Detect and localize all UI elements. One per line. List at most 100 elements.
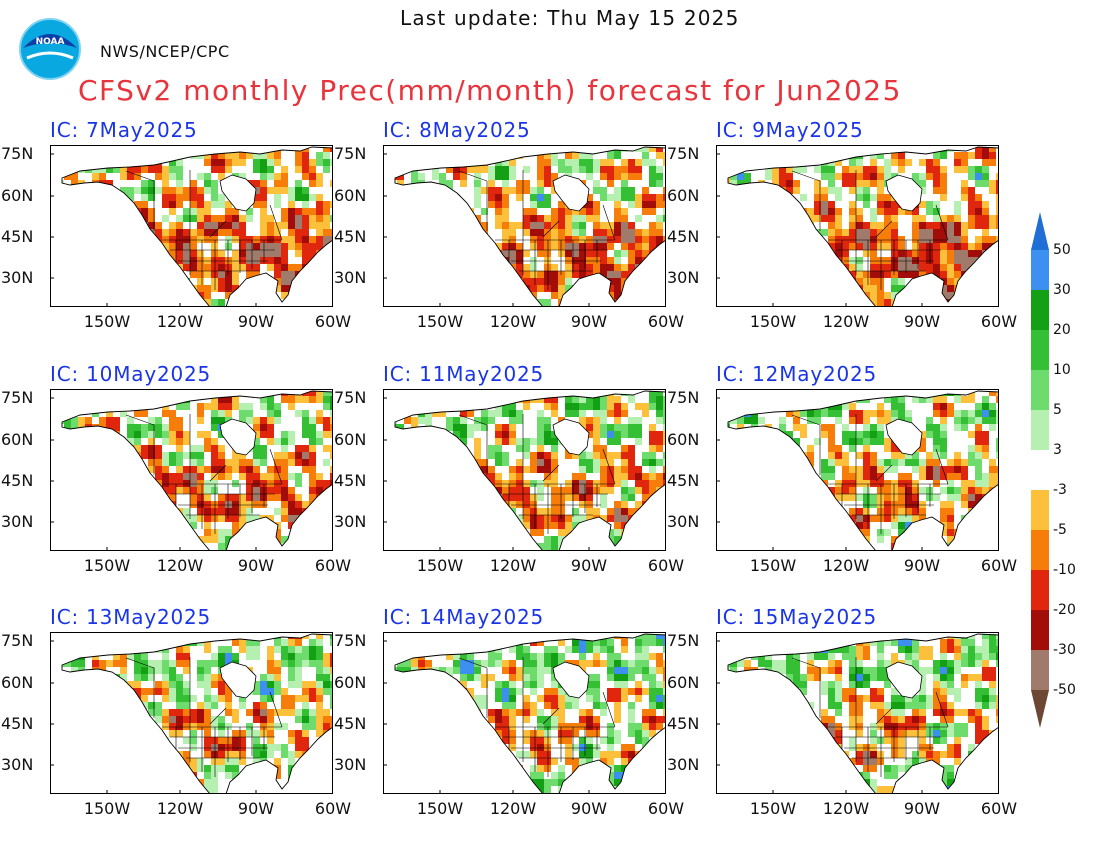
lat-label: 60N: [1, 673, 34, 692]
lon-label: 90W: [237, 312, 275, 331]
forecast-panel: IC: 9May2025 75N 60N 45N 30N 150W 120W 90W 60W: [667, 118, 1018, 333]
lon-label: 120W: [489, 799, 537, 818]
lon-label: 120W: [822, 799, 870, 818]
precip-map: [716, 632, 999, 794]
precip-map: [383, 145, 666, 307]
hudson-bay: [552, 661, 590, 699]
color-scale-segment: [1031, 450, 1049, 490]
color-scale-label: -20: [1053, 602, 1076, 618]
panel-ic-label: IC: 13May2025: [50, 605, 212, 629]
precip-map: [383, 389, 666, 551]
political-boundaries: [458, 414, 616, 534]
map-frame: [716, 145, 999, 307]
lon-label: 150W: [83, 312, 131, 331]
lon-label: 60W: [980, 556, 1018, 575]
political-boundaries: [125, 170, 283, 290]
forecast-panel: IC: 10May2025 75N 60N 45N 30N 150W 120W 90W 60W: [1, 362, 351, 577]
last-update-text: Last update: Thu May 15 2025: [400, 6, 740, 30]
lon-label: 90W: [903, 799, 941, 818]
forecast-panel: IC: 13May2025 75N 60N 45N 30N 150W 120W 90W 60W: [1, 605, 351, 820]
map-frame: [716, 632, 999, 794]
lon-label: 150W: [416, 312, 464, 331]
lat-label: 75N: [667, 631, 700, 650]
lon-label: 120W: [156, 312, 204, 331]
lon-label: 60W: [980, 312, 1018, 331]
color-scale-arrow-bottom: [1031, 690, 1049, 728]
color-scale-label: 50: [1053, 242, 1071, 258]
color-scale-label: -5: [1053, 522, 1067, 538]
panel-ic-label: IC: 9May2025: [716, 118, 864, 142]
forecast-panel: IC: 8May2025 75N 60N 45N 30N 150W 120W 90W 60W: [334, 118, 684, 333]
lon-label: 90W: [570, 556, 608, 575]
lat-label: 45N: [334, 471, 367, 490]
panel-ic-label: IC: 10May2025: [50, 362, 212, 386]
color-scale-label: -3: [1053, 482, 1067, 498]
precip-map: [50, 632, 333, 794]
lat-label: 75N: [1, 144, 34, 163]
map-frame: [383, 632, 666, 794]
lon-label: 150W: [749, 312, 797, 331]
lat-label: 45N: [1, 227, 34, 246]
forecast-panel: IC: 14May2025 75N 60N 45N 30N 150W 120W 90W 60W: [334, 605, 685, 820]
precip-map: [50, 145, 333, 307]
color-scale-label: -30: [1053, 642, 1076, 658]
coastline: [61, 633, 333, 794]
lat-label: 45N: [667, 471, 700, 490]
lat-label: 60N: [334, 430, 367, 449]
political-boundaries: [791, 414, 949, 534]
lon-label: 150W: [416, 799, 464, 818]
lat-label: 60N: [667, 673, 700, 692]
lat-label: 30N: [1, 755, 34, 774]
color-scale-segment: [1031, 530, 1049, 570]
color-scale-bar: [1031, 212, 1049, 728]
lon-label: 150W: [416, 556, 464, 575]
color-scale-segment: [1031, 650, 1049, 690]
coastline: [727, 390, 999, 551]
lon-label: 120W: [822, 312, 870, 331]
color-scale-label: -10: [1053, 562, 1076, 578]
map-frame: [50, 389, 333, 551]
color-scale-segment: [1031, 370, 1049, 410]
lat-label: 75N: [1, 631, 34, 650]
color-scale-segment: [1031, 610, 1049, 650]
lat-label: 60N: [334, 673, 367, 692]
lon-label: 90W: [570, 799, 608, 818]
panel-ic-label: IC: 14May2025: [383, 605, 545, 629]
lon-label: 60W: [647, 799, 685, 818]
lat-label: 60N: [667, 186, 700, 205]
lat-label: 45N: [667, 227, 700, 246]
hudson-bay: [219, 418, 257, 456]
color-scale-segment: [1031, 290, 1049, 330]
panel-ic-label: IC: 15May2025: [716, 605, 878, 629]
lat-label: 30N: [334, 268, 367, 287]
forecast-panel: IC: 7May2025 75N 60N 45N 30N 150W 120W 90W 60W: [1, 118, 351, 333]
color-scale-segment: [1031, 330, 1049, 370]
lat-label: 30N: [1, 512, 34, 531]
panel-ic-label: IC: 11May2025: [383, 362, 545, 386]
hudson-bay: [552, 418, 590, 456]
panel-ic-label: IC: 12May2025: [716, 362, 878, 386]
lon-label: 150W: [83, 799, 131, 818]
lon-label: 150W: [83, 556, 131, 575]
lon-label: 60W: [980, 799, 1018, 818]
hudson-bay: [885, 418, 923, 456]
lat-label: 75N: [1, 388, 34, 407]
forecast-panel: IC: 15May2025 75N 60N 45N 30N 150W 120W 90W 60W: [667, 605, 1018, 820]
coastline: [394, 633, 666, 794]
lon-label: 90W: [903, 312, 941, 331]
lat-label: 45N: [1, 714, 34, 733]
political-boundaries: [458, 657, 616, 777]
lon-label: 90W: [237, 799, 275, 818]
forecast-panel: IC: 12May2025 75N 60N 45N 30N 150W 120W 90W 60W: [667, 362, 1018, 577]
precip-map: [50, 389, 333, 551]
lon-label: 120W: [489, 312, 537, 331]
coastline: [61, 146, 333, 307]
page-title: CFSv2 monthly Prec(mm/month) forecast fo…: [78, 74, 902, 107]
map-frame: [50, 145, 333, 307]
color-scale-segment: [1031, 410, 1049, 450]
lon-label: 120W: [156, 799, 204, 818]
hudson-bay: [219, 661, 257, 699]
color-scale-label: 3: [1053, 442, 1062, 458]
precip-map: [716, 145, 999, 307]
hudson-bay: [885, 661, 923, 699]
